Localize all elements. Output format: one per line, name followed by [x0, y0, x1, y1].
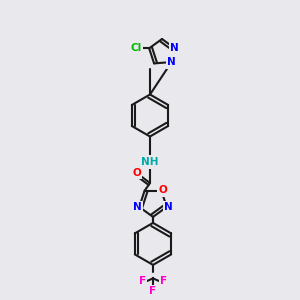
Text: F: F	[139, 276, 146, 286]
Text: Cl: Cl	[130, 43, 141, 53]
Text: N: N	[164, 202, 173, 212]
Text: N: N	[170, 43, 179, 53]
Text: N: N	[134, 202, 142, 212]
Text: F: F	[160, 276, 167, 286]
Text: Cl: Cl	[130, 43, 141, 53]
Text: N: N	[170, 43, 179, 53]
Text: NH: NH	[141, 157, 159, 167]
Text: N: N	[167, 57, 176, 67]
Text: O: O	[159, 185, 167, 195]
Text: F: F	[149, 286, 157, 296]
Text: N: N	[167, 57, 176, 67]
Text: O: O	[132, 167, 141, 178]
